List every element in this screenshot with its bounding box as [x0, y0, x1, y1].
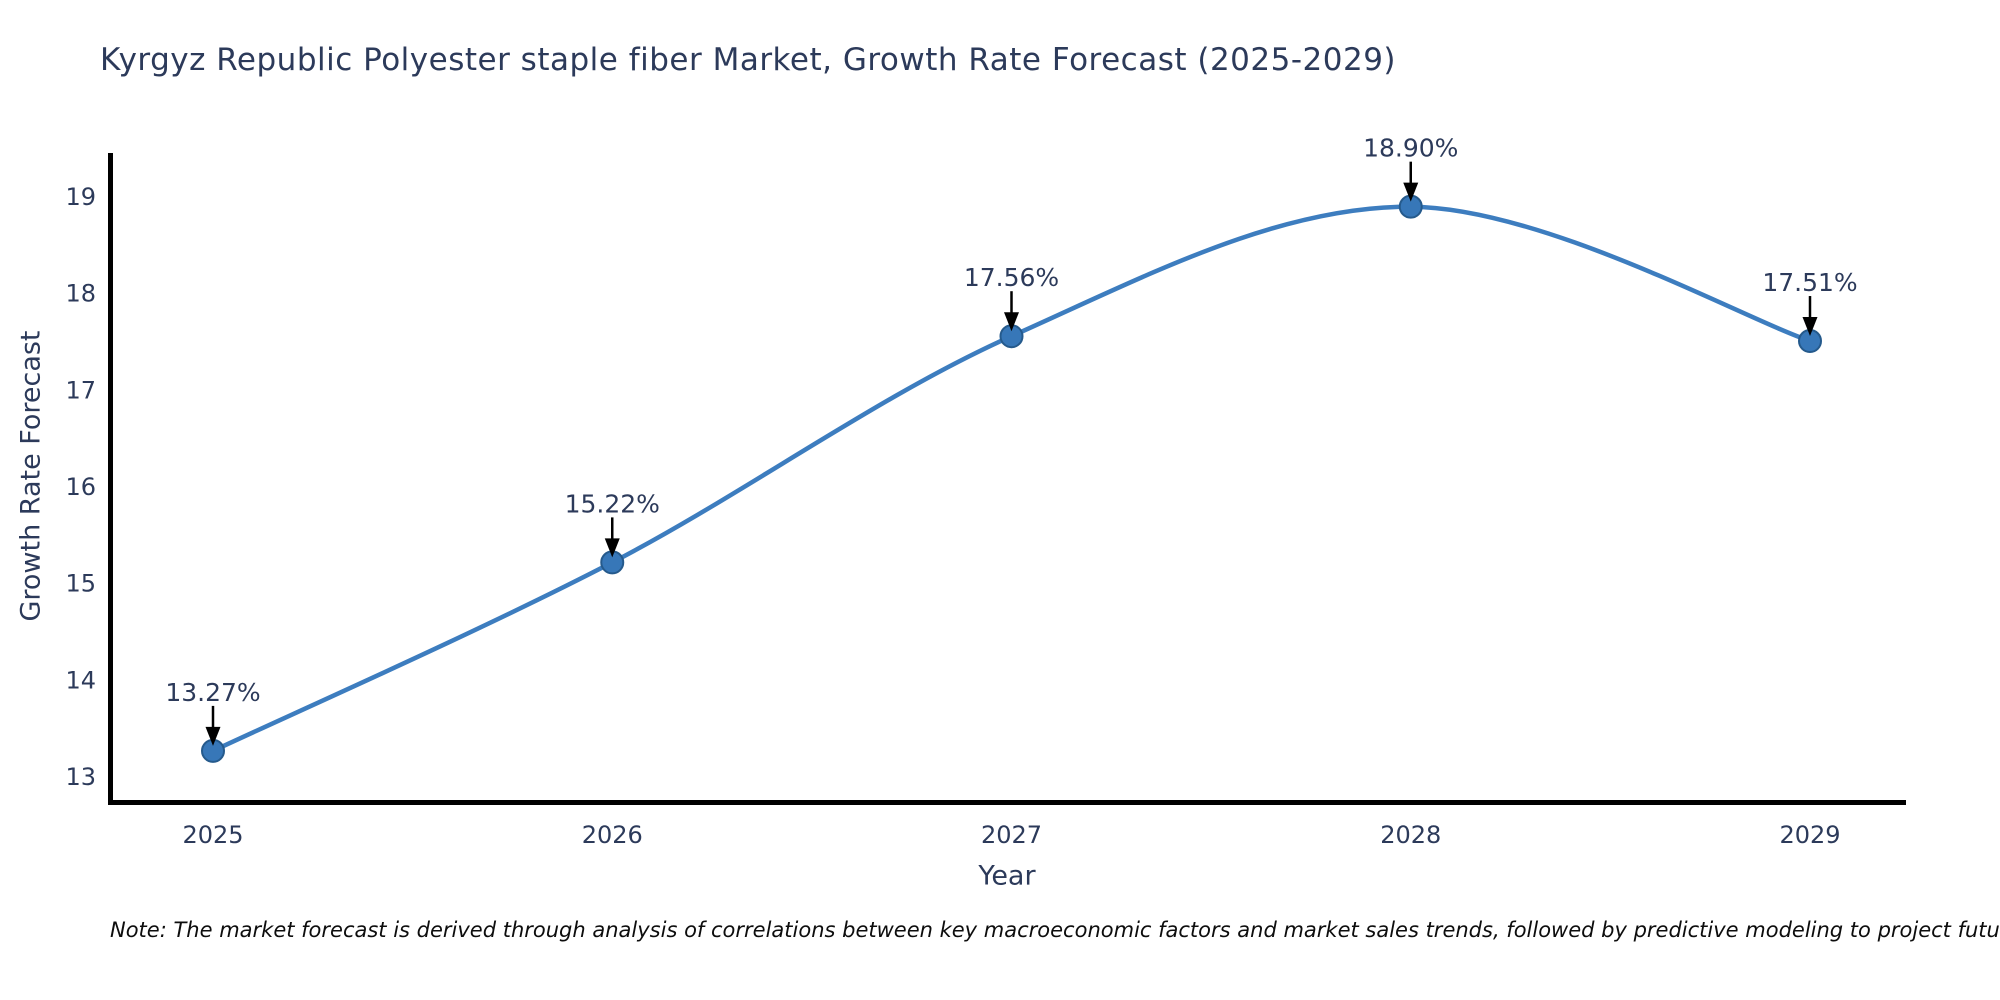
annotation-arrowhead [1403, 182, 1419, 202]
x-tick-label: 2025 [182, 821, 243, 849]
x-tick-label: 2028 [1380, 821, 1441, 849]
x-axis-title: Year [978, 860, 1036, 892]
annotation-label: 17.56% [964, 263, 1059, 292]
x-tick-label: 2027 [981, 821, 1042, 849]
annotation-label: 15.22% [565, 489, 660, 518]
y-tick-label: 14 [65, 666, 96, 694]
point-annotations: 13.27% 15.22% 17.56% 18.90% 17.51% [165, 134, 1858, 746]
annotation-label: 18.90% [1363, 134, 1458, 163]
x-tick-label: 2029 [1779, 821, 1840, 849]
annotation-arrowhead [205, 726, 221, 746]
annotation-label: 17.51% [1762, 268, 1857, 297]
x-tick-label: 2026 [582, 821, 643, 849]
y-tick-label: 17 [65, 376, 96, 404]
y-axis-line [108, 153, 113, 805]
x-tick-labels: 2025 2026 2027 2028 2029 [182, 821, 1840, 849]
chart-title: Kyrgyz Republic Polyester staple fiber M… [100, 42, 1397, 78]
y-tick-label: 13 [65, 763, 96, 791]
x-axis-line [108, 800, 1906, 805]
y-tick-label: 15 [65, 570, 96, 598]
y-tick-labels: 13 14 15 16 17 18 19 [65, 183, 96, 791]
annotation-arrowhead [1004, 312, 1019, 332]
y-tick-label: 16 [65, 473, 96, 501]
annotation-label: 13.27% [165, 678, 260, 707]
footnote: Note: The market forecast is derived thr… [110, 918, 2000, 942]
y-tick-label: 19 [65, 183, 96, 211]
annotation-arrowhead [604, 538, 620, 558]
y-tick-label: 18 [65, 280, 96, 308]
annotation-arrowhead [1802, 317, 1818, 337]
